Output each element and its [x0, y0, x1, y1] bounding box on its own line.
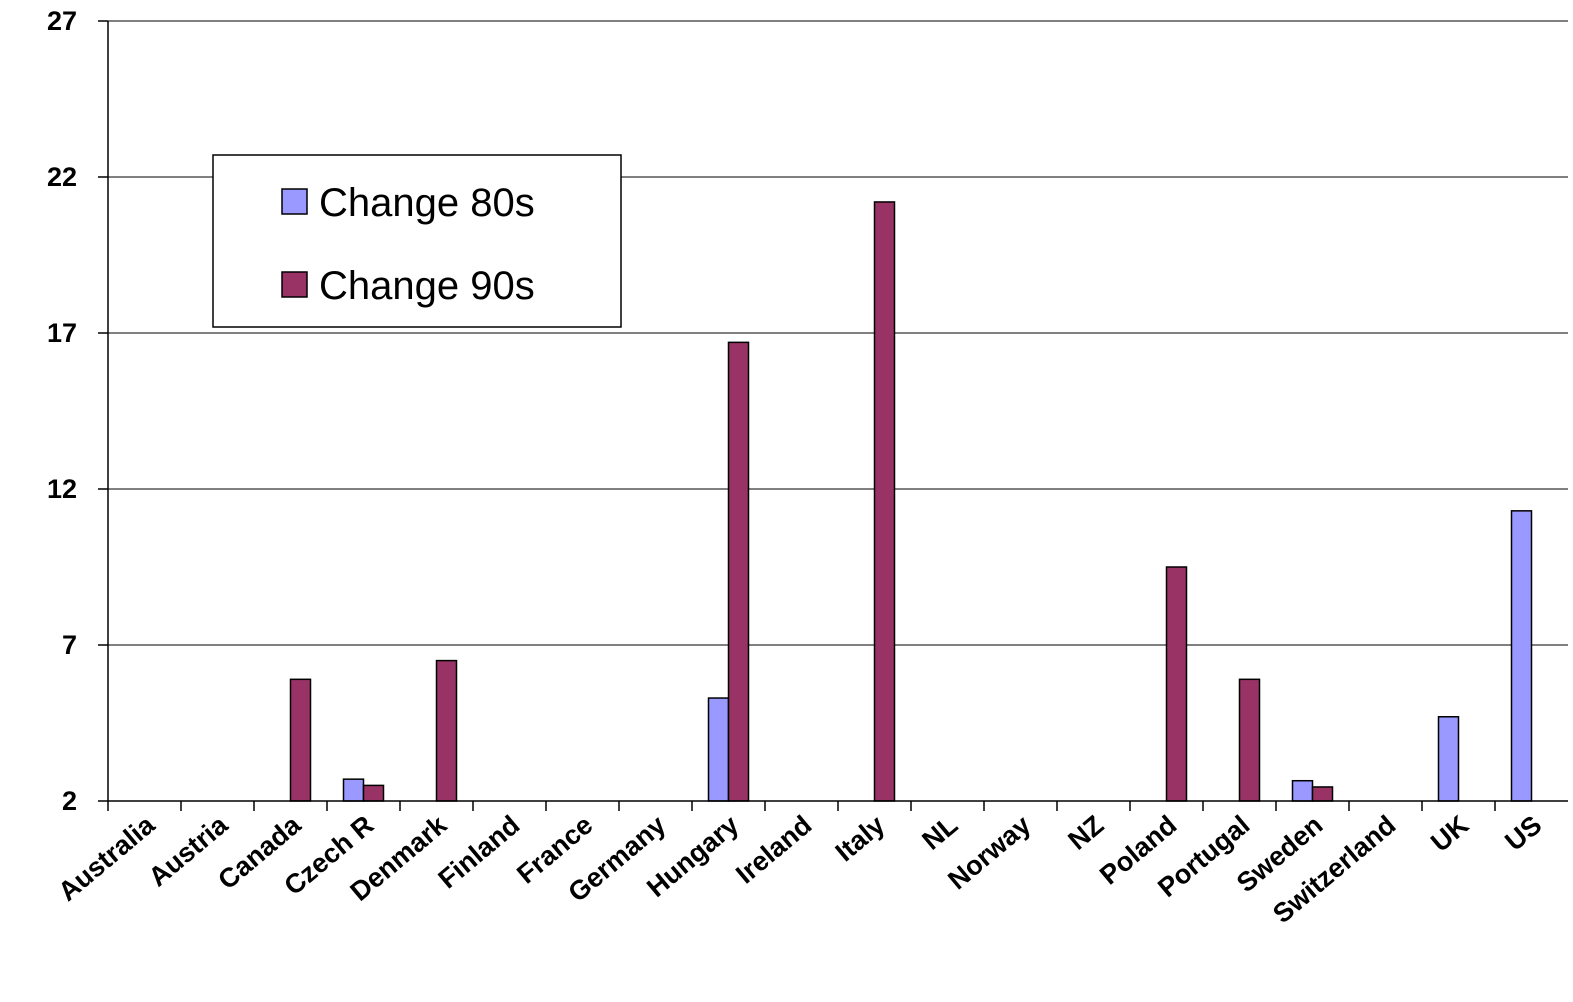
bar-change-80s-czech-r — [342, 778, 365, 802]
legend-swatch-change-80s — [281, 188, 308, 215]
y-tick-label: 22 — [47, 162, 77, 192]
bar-change-80s-sweden — [1291, 779, 1314, 802]
gridlines — [108, 20, 1568, 646]
x-tick-label: US — [1499, 810, 1547, 857]
x-tick-label: Italy — [830, 810, 891, 868]
legend-label-change-80s: Change 80s — [319, 181, 535, 225]
bar-change-90s-hungary — [727, 341, 750, 802]
axes — [98, 20, 1568, 811]
legend: Change 80s Change 90s — [212, 154, 622, 328]
bar-change-80s-us — [1510, 510, 1533, 802]
bar-change-80s-uk — [1437, 716, 1460, 802]
y-tick-label: 2 — [62, 786, 77, 816]
legend-swatch-change-90s — [281, 271, 308, 298]
y-tick-label: 7 — [62, 630, 77, 660]
x-tick-label: Finland — [433, 810, 526, 895]
x-tick-label: Australia — [53, 809, 162, 907]
y-tick-label: 12 — [47, 474, 77, 504]
x-tick-label: Norway — [942, 810, 1036, 896]
legend-label-change-90s: Change 90s — [319, 264, 535, 308]
x-tick-label: NL — [916, 810, 963, 856]
y-tick-label: 27 — [47, 6, 77, 36]
bar-change-90s-portugal — [1238, 678, 1261, 802]
bar-change-90s-poland — [1165, 566, 1188, 802]
x-tick-label: NZ — [1062, 810, 1109, 856]
x-tick-label: Ireland — [730, 810, 817, 890]
bar-change-80s-hungary — [707, 697, 730, 802]
y-tick-label: 17 — [47, 318, 77, 348]
bar-change-90s-czech-r — [362, 784, 385, 802]
bar-change-90s-denmark — [435, 659, 458, 802]
x-tick-label: UK — [1425, 809, 1475, 857]
bar-change-90s-canada — [289, 678, 312, 802]
bar-change-90s-sweden — [1311, 786, 1334, 802]
bar-change-90s-italy — [873, 201, 896, 802]
legend-box — [212, 154, 622, 328]
